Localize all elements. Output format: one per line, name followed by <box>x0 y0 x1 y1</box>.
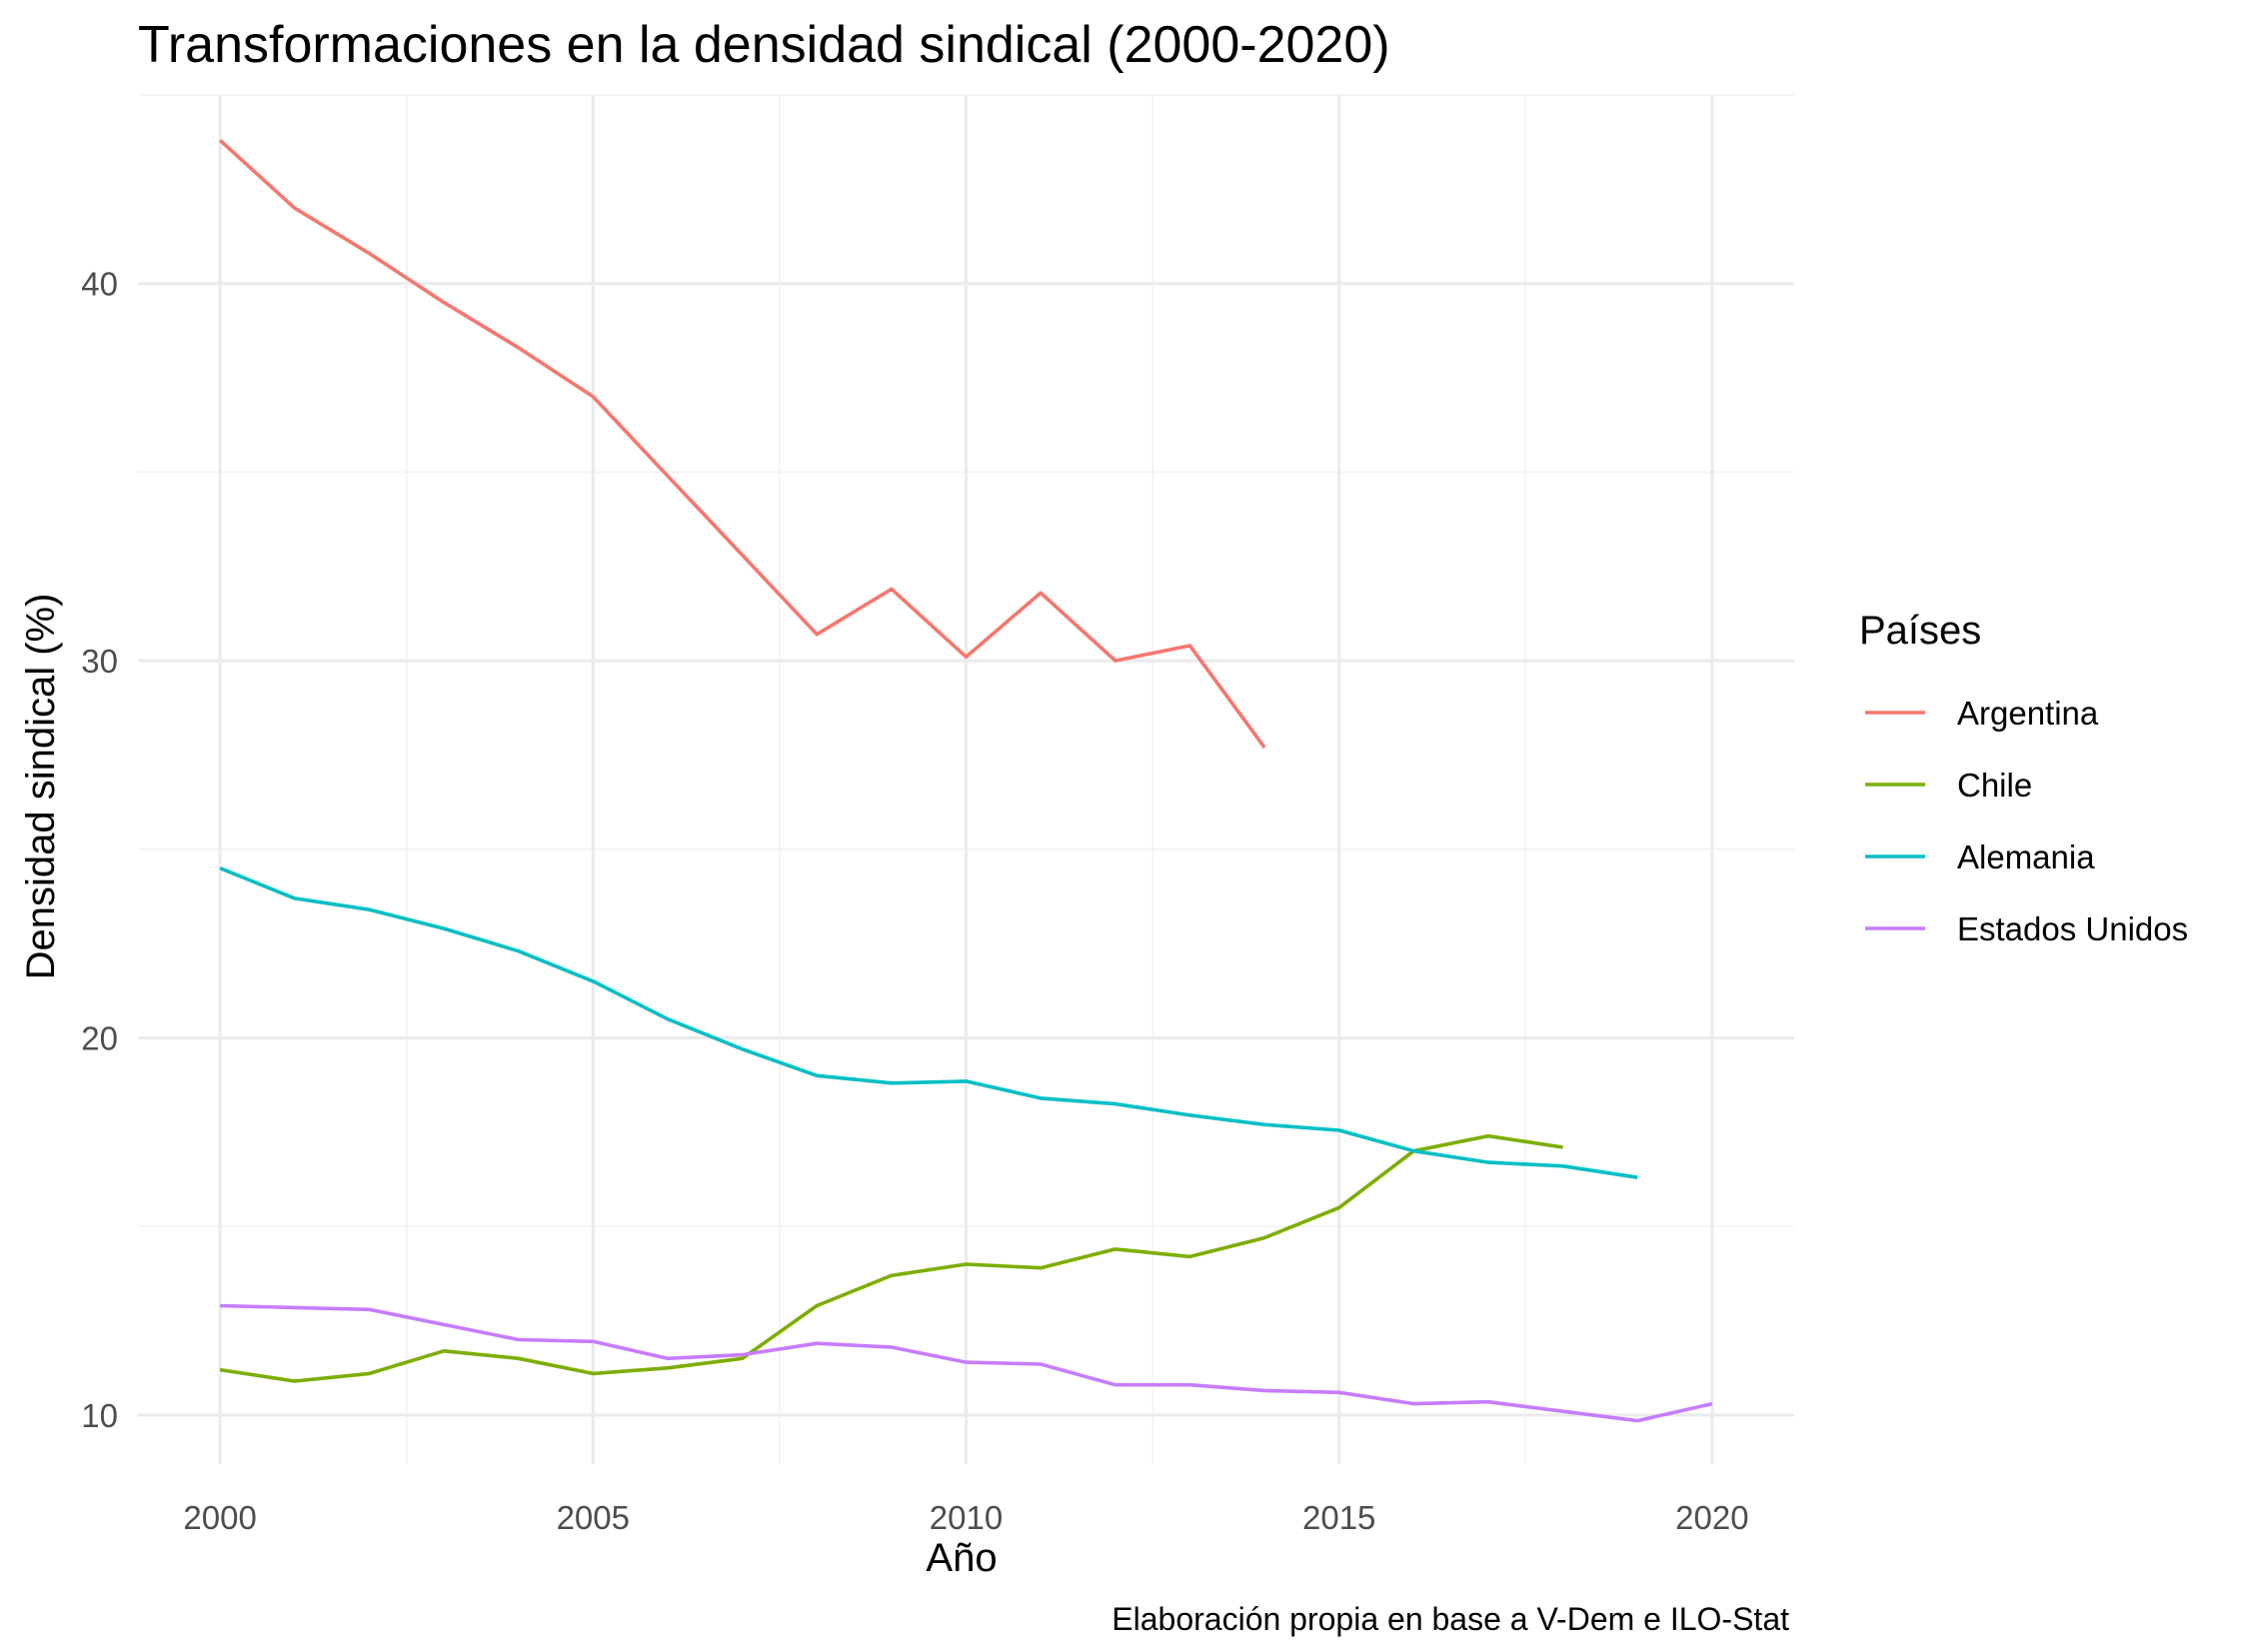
y-tick-label: 40 <box>81 266 118 303</box>
x-tick-label: 2015 <box>1302 1499 1375 1536</box>
legend-item: Alemania <box>1865 838 2095 875</box>
legend: Países Argentina Chile Alemania Estados Uni… <box>1859 609 2188 947</box>
legend-item: Chile <box>1865 767 2032 804</box>
chart-caption: Elaboración propia en base a V-Dem e ILO… <box>1112 1601 1789 1637</box>
x-tick-label: 2005 <box>557 1499 630 1536</box>
x-tick-label: 2000 <box>183 1499 256 1536</box>
major-gridlines <box>138 95 1794 1464</box>
y-tick-label: 30 <box>81 643 118 680</box>
legend-label: Chile <box>1957 767 2032 804</box>
legend-items: Argentina Chile Alemania Estados Unidos <box>1865 695 2188 947</box>
legend-label: Estados Unidos <box>1957 910 2188 947</box>
series-line-alemania <box>219 866 1638 1179</box>
legend-label: Alemania <box>1957 838 2095 875</box>
legend-title: Países <box>1859 609 1981 653</box>
legend-item: Argentina <box>1865 695 2099 732</box>
x-tick-label: 2010 <box>930 1499 1003 1536</box>
y-axis-tick-labels: 10 20 30 40 <box>81 266 118 1434</box>
chart-title: Transformaciones en la densidad sindical… <box>138 16 1390 74</box>
y-tick-label: 20 <box>81 1020 118 1057</box>
series-lines <box>218 138 1713 1423</box>
x-axis-title: Año <box>926 1536 997 1580</box>
x-axis-tick-labels: 2000 2005 2010 2015 2020 <box>183 1499 1748 1536</box>
legend-item: Estados Unidos <box>1865 910 2188 947</box>
series-line-argentina <box>218 138 1266 749</box>
series-line-chile <box>219 1133 1563 1383</box>
y-tick-label: 10 <box>81 1397 118 1434</box>
y-axis-title: Densidad sindical (%) <box>19 594 63 980</box>
x-tick-label: 2020 <box>1675 1499 1748 1536</box>
series-line-estados-unidos <box>220 1303 1713 1423</box>
legend-label: Argentina <box>1957 695 2099 732</box>
